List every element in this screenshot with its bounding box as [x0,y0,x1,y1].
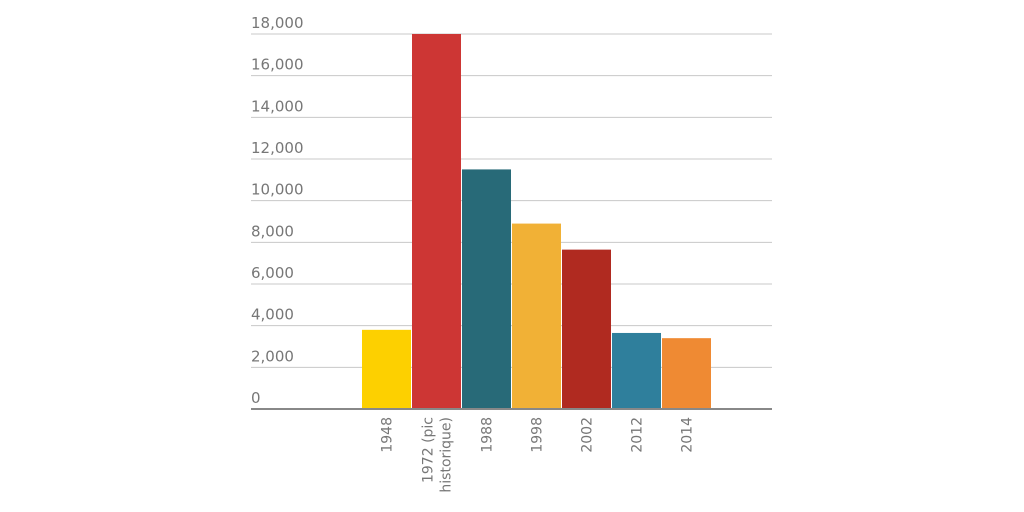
x-tick-label: 2014 [680,417,696,453]
x-tick-label-line: 1988 [480,417,496,453]
y-tick-label: 8,000 [251,222,294,240]
x-tick-label-line: 1972 (pic [421,417,437,483]
bar [412,34,461,409]
bar [362,329,411,409]
x-tick-label: 1972 (pic historique) [421,417,455,493]
x-tick-label-line: 2002 [580,417,596,453]
y-tick-label: 2,000 [251,347,294,365]
y-tick-label: 18,000 [251,14,304,32]
bar [462,169,511,409]
y-tick-label: 16,000 [251,56,304,74]
x-tick-label: 2002 [580,417,596,453]
y-tick-label: 14,000 [251,97,304,115]
x-axis-labels: 1948 1972 (pic historique) 1988 1998 2002 2012… [380,417,696,493]
y-tick-label: 12,000 [251,139,304,157]
bar [562,249,611,409]
y-tick-label: 10,000 [251,181,304,199]
x-tick-label: 1988 [480,417,496,453]
y-tick-label: 6,000 [251,264,294,282]
y-axis-ticks: 0 2,000 4,000 6,000 8,000 10,000 12,000 14,000 1… [251,14,304,407]
x-tick-label-line: 1998 [530,417,546,453]
bar [512,223,561,409]
x-tick-label-line: 1948 [380,417,396,453]
x-tick-label: 1998 [530,417,546,453]
x-tick-label: 2012 [630,417,646,453]
bar [612,332,661,409]
y-tick-label: 0 [251,389,261,407]
gridlines [251,33,772,368]
x-tick-label: 1948 [380,417,396,453]
y-tick-label: 4,000 [251,306,294,324]
x-tick-label-line: 2012 [630,417,646,453]
x-tick-label-line: 2014 [680,417,696,453]
bars [362,34,711,409]
bar [662,338,711,409]
x-tick-label-line: historique) [439,417,455,493]
